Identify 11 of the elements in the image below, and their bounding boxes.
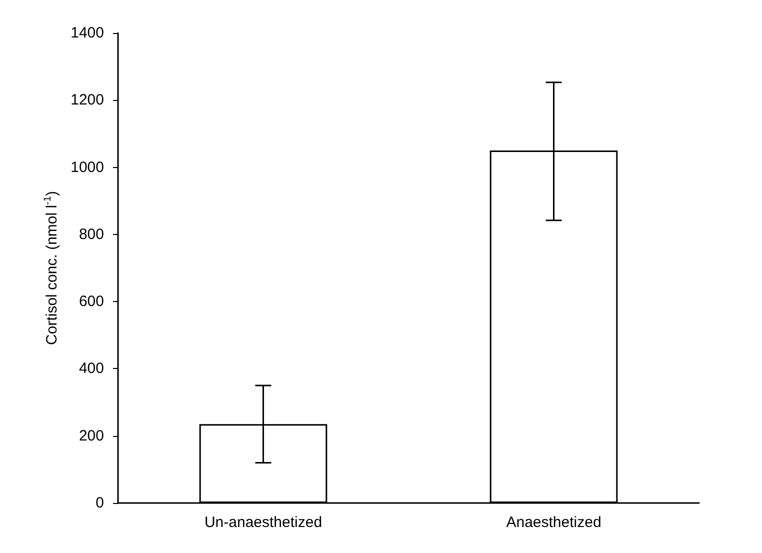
y-tick-label: 800: [78, 226, 104, 243]
y-tick-label: 1000: [70, 158, 104, 176]
y-tick-label: 1400: [70, 24, 104, 42]
y-tick-label: 0: [96, 494, 104, 512]
y-tick-label: 600: [78, 293, 104, 310]
y-tick-label: 400: [78, 360, 104, 378]
x-tick-label: Anaesthetized: [506, 514, 602, 531]
y-tick-label: 1200: [70, 92, 104, 109]
x-tick-label: Un-anaesthetized: [204, 514, 322, 531]
y-axis-title: Cortisol conc. (nmol l-1): [42, 191, 61, 345]
y-tick-label: 200: [78, 427, 104, 444]
